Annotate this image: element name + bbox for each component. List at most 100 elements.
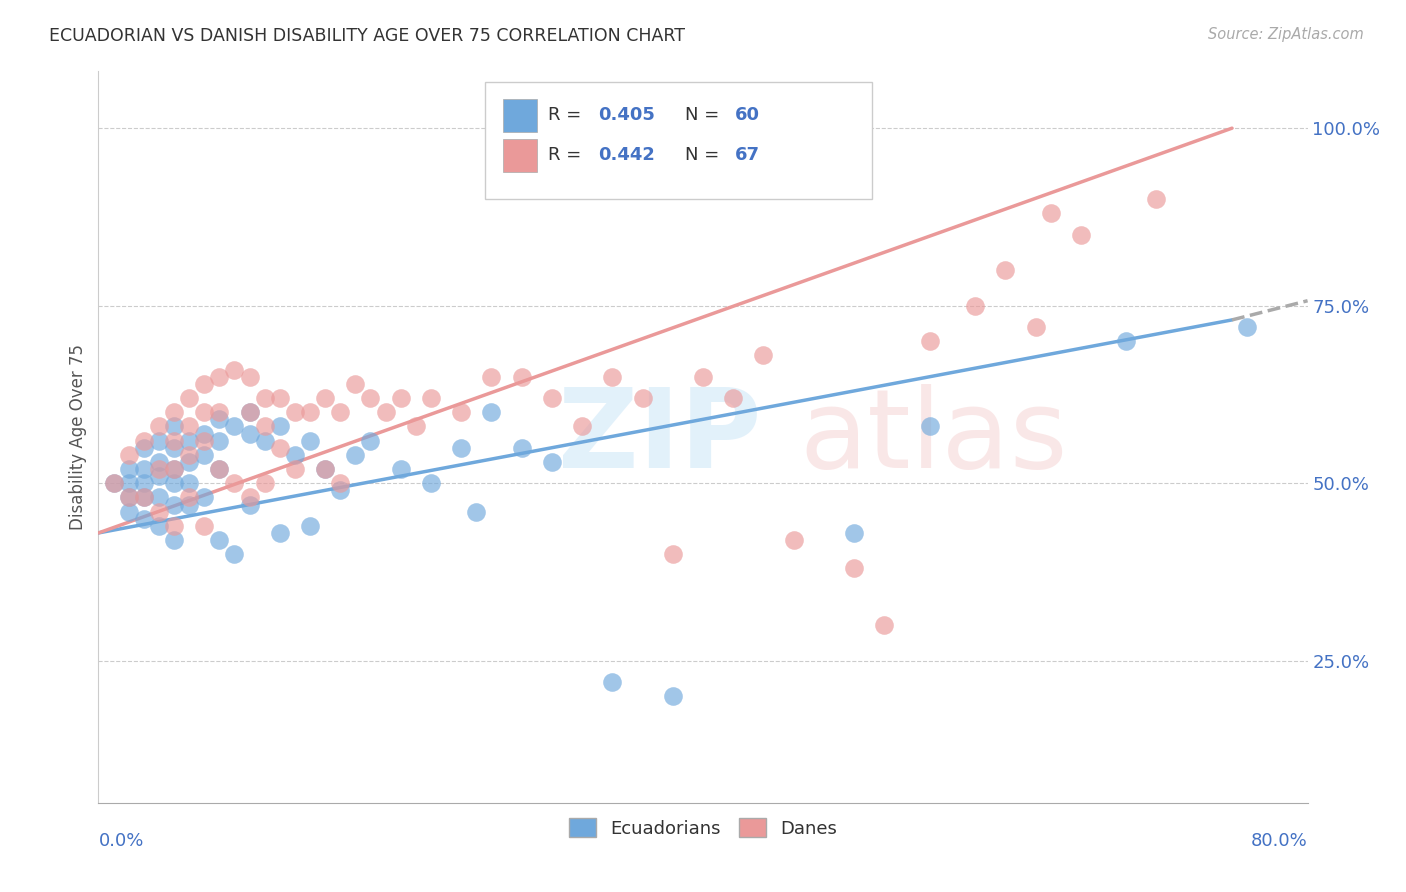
Point [224,476,246,491]
Point [132,434,155,448]
Point [284,405,307,419]
Point [510,441,533,455]
Point [465,505,488,519]
Point [661,690,683,704]
Text: ECUADORIAN VS DANISH DISABILITY AGE OVER 75 CORRELATION CHART: ECUADORIAN VS DANISH DISABILITY AGE OVER… [49,27,685,45]
Point [1144,192,1167,206]
Point [163,476,186,491]
Point [965,299,987,313]
Point [179,476,201,491]
Point [344,448,367,462]
Text: 0.0%: 0.0% [98,832,143,850]
Point [132,491,155,505]
Point [239,498,262,512]
Text: 67: 67 [734,146,759,164]
Point [118,476,141,491]
Point [148,491,170,505]
Point [344,376,367,391]
Point [148,434,170,448]
Point [481,405,503,419]
Point [132,462,155,476]
Text: atlas: atlas [800,384,1069,491]
Point [873,618,896,632]
Point [208,405,231,419]
Point [148,419,170,434]
Point [631,391,654,405]
Point [239,369,262,384]
Point [179,434,201,448]
Point [314,391,336,405]
Point [193,405,215,419]
Text: 80.0%: 80.0% [1251,832,1308,850]
Point [118,491,141,505]
Text: R =: R = [548,146,588,164]
Point [118,505,141,519]
Point [179,391,201,405]
Point [208,369,231,384]
FancyBboxPatch shape [485,82,872,200]
Point [132,476,155,491]
Point [1024,320,1046,334]
Point [329,405,352,419]
Point [269,419,291,434]
Point [179,419,201,434]
Point [269,391,291,405]
Point [148,455,170,469]
Text: 0.405: 0.405 [598,106,655,124]
Point [1236,320,1258,334]
Point [314,462,336,476]
Point [360,434,382,448]
Point [148,462,170,476]
Point [994,263,1017,277]
Point [540,391,562,405]
Point [163,405,186,419]
Point [208,533,231,547]
Point [299,434,322,448]
Point [208,412,231,426]
Point [193,448,215,462]
Point [389,462,412,476]
Point [602,369,624,384]
Point [420,476,443,491]
Point [163,462,186,476]
Point [253,391,276,405]
Point [132,491,155,505]
FancyBboxPatch shape [503,139,537,172]
Point [148,505,170,519]
Point [148,469,170,483]
Text: ZIP: ZIP [558,384,761,491]
Point [405,419,427,434]
Point [163,441,186,455]
Point [481,369,503,384]
Point [163,519,186,533]
Point [269,441,291,455]
Point [193,519,215,533]
Point [103,476,125,491]
Point [239,405,262,419]
Point [239,405,262,419]
Point [163,462,186,476]
Point [239,491,262,505]
Text: 60: 60 [734,106,759,124]
Point [314,462,336,476]
Point [163,419,186,434]
Point [224,362,246,376]
Point [179,498,201,512]
Point [239,426,262,441]
Point [450,405,472,419]
Point [540,455,562,469]
Point [723,391,745,405]
Point [783,533,806,547]
Text: Source: ZipAtlas.com: Source: ZipAtlas.com [1208,27,1364,42]
Text: N =: N = [685,106,725,124]
Point [661,547,683,561]
Point [918,334,941,349]
Point [193,491,215,505]
Point [389,391,412,405]
Point [752,348,775,362]
Point [118,462,141,476]
Point [163,434,186,448]
Point [163,533,186,547]
Point [329,476,352,491]
Point [269,525,291,540]
